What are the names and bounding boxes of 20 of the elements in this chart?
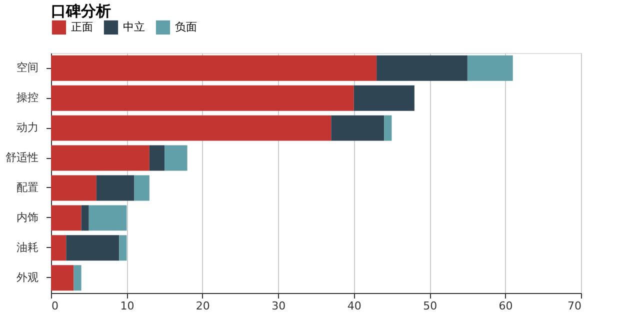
y-tick-label: 动力 bbox=[16, 121, 38, 134]
x-tick-label: 40 bbox=[347, 300, 362, 312]
legend-label: 正面 bbox=[71, 20, 93, 34]
y-tick-label: 配置 bbox=[16, 180, 38, 194]
legend-label: 负面 bbox=[175, 20, 197, 34]
y-tick-label: 空间 bbox=[16, 61, 38, 74]
y-tick-label: 油耗 bbox=[16, 240, 38, 254]
x-tick-label: 50 bbox=[423, 300, 438, 312]
x-tick-label: 10 bbox=[120, 300, 134, 312]
x-tick-label: 30 bbox=[272, 300, 286, 312]
x-tick-label: 60 bbox=[498, 300, 513, 312]
x-tick-label: 70 bbox=[568, 300, 582, 312]
legend-label: 中立 bbox=[123, 20, 145, 34]
y-tick-label: 舒适性 bbox=[6, 151, 38, 164]
x-tick-label: 0 bbox=[52, 300, 58, 312]
y-tick-label: 外观 bbox=[16, 270, 38, 284]
y-tick-label: 操控 bbox=[16, 91, 38, 104]
y-tick-label: 内饰 bbox=[16, 210, 38, 224]
x-tick-label: 20 bbox=[196, 300, 210, 312]
chart-title: 口碑分析 bbox=[51, 2, 111, 20]
